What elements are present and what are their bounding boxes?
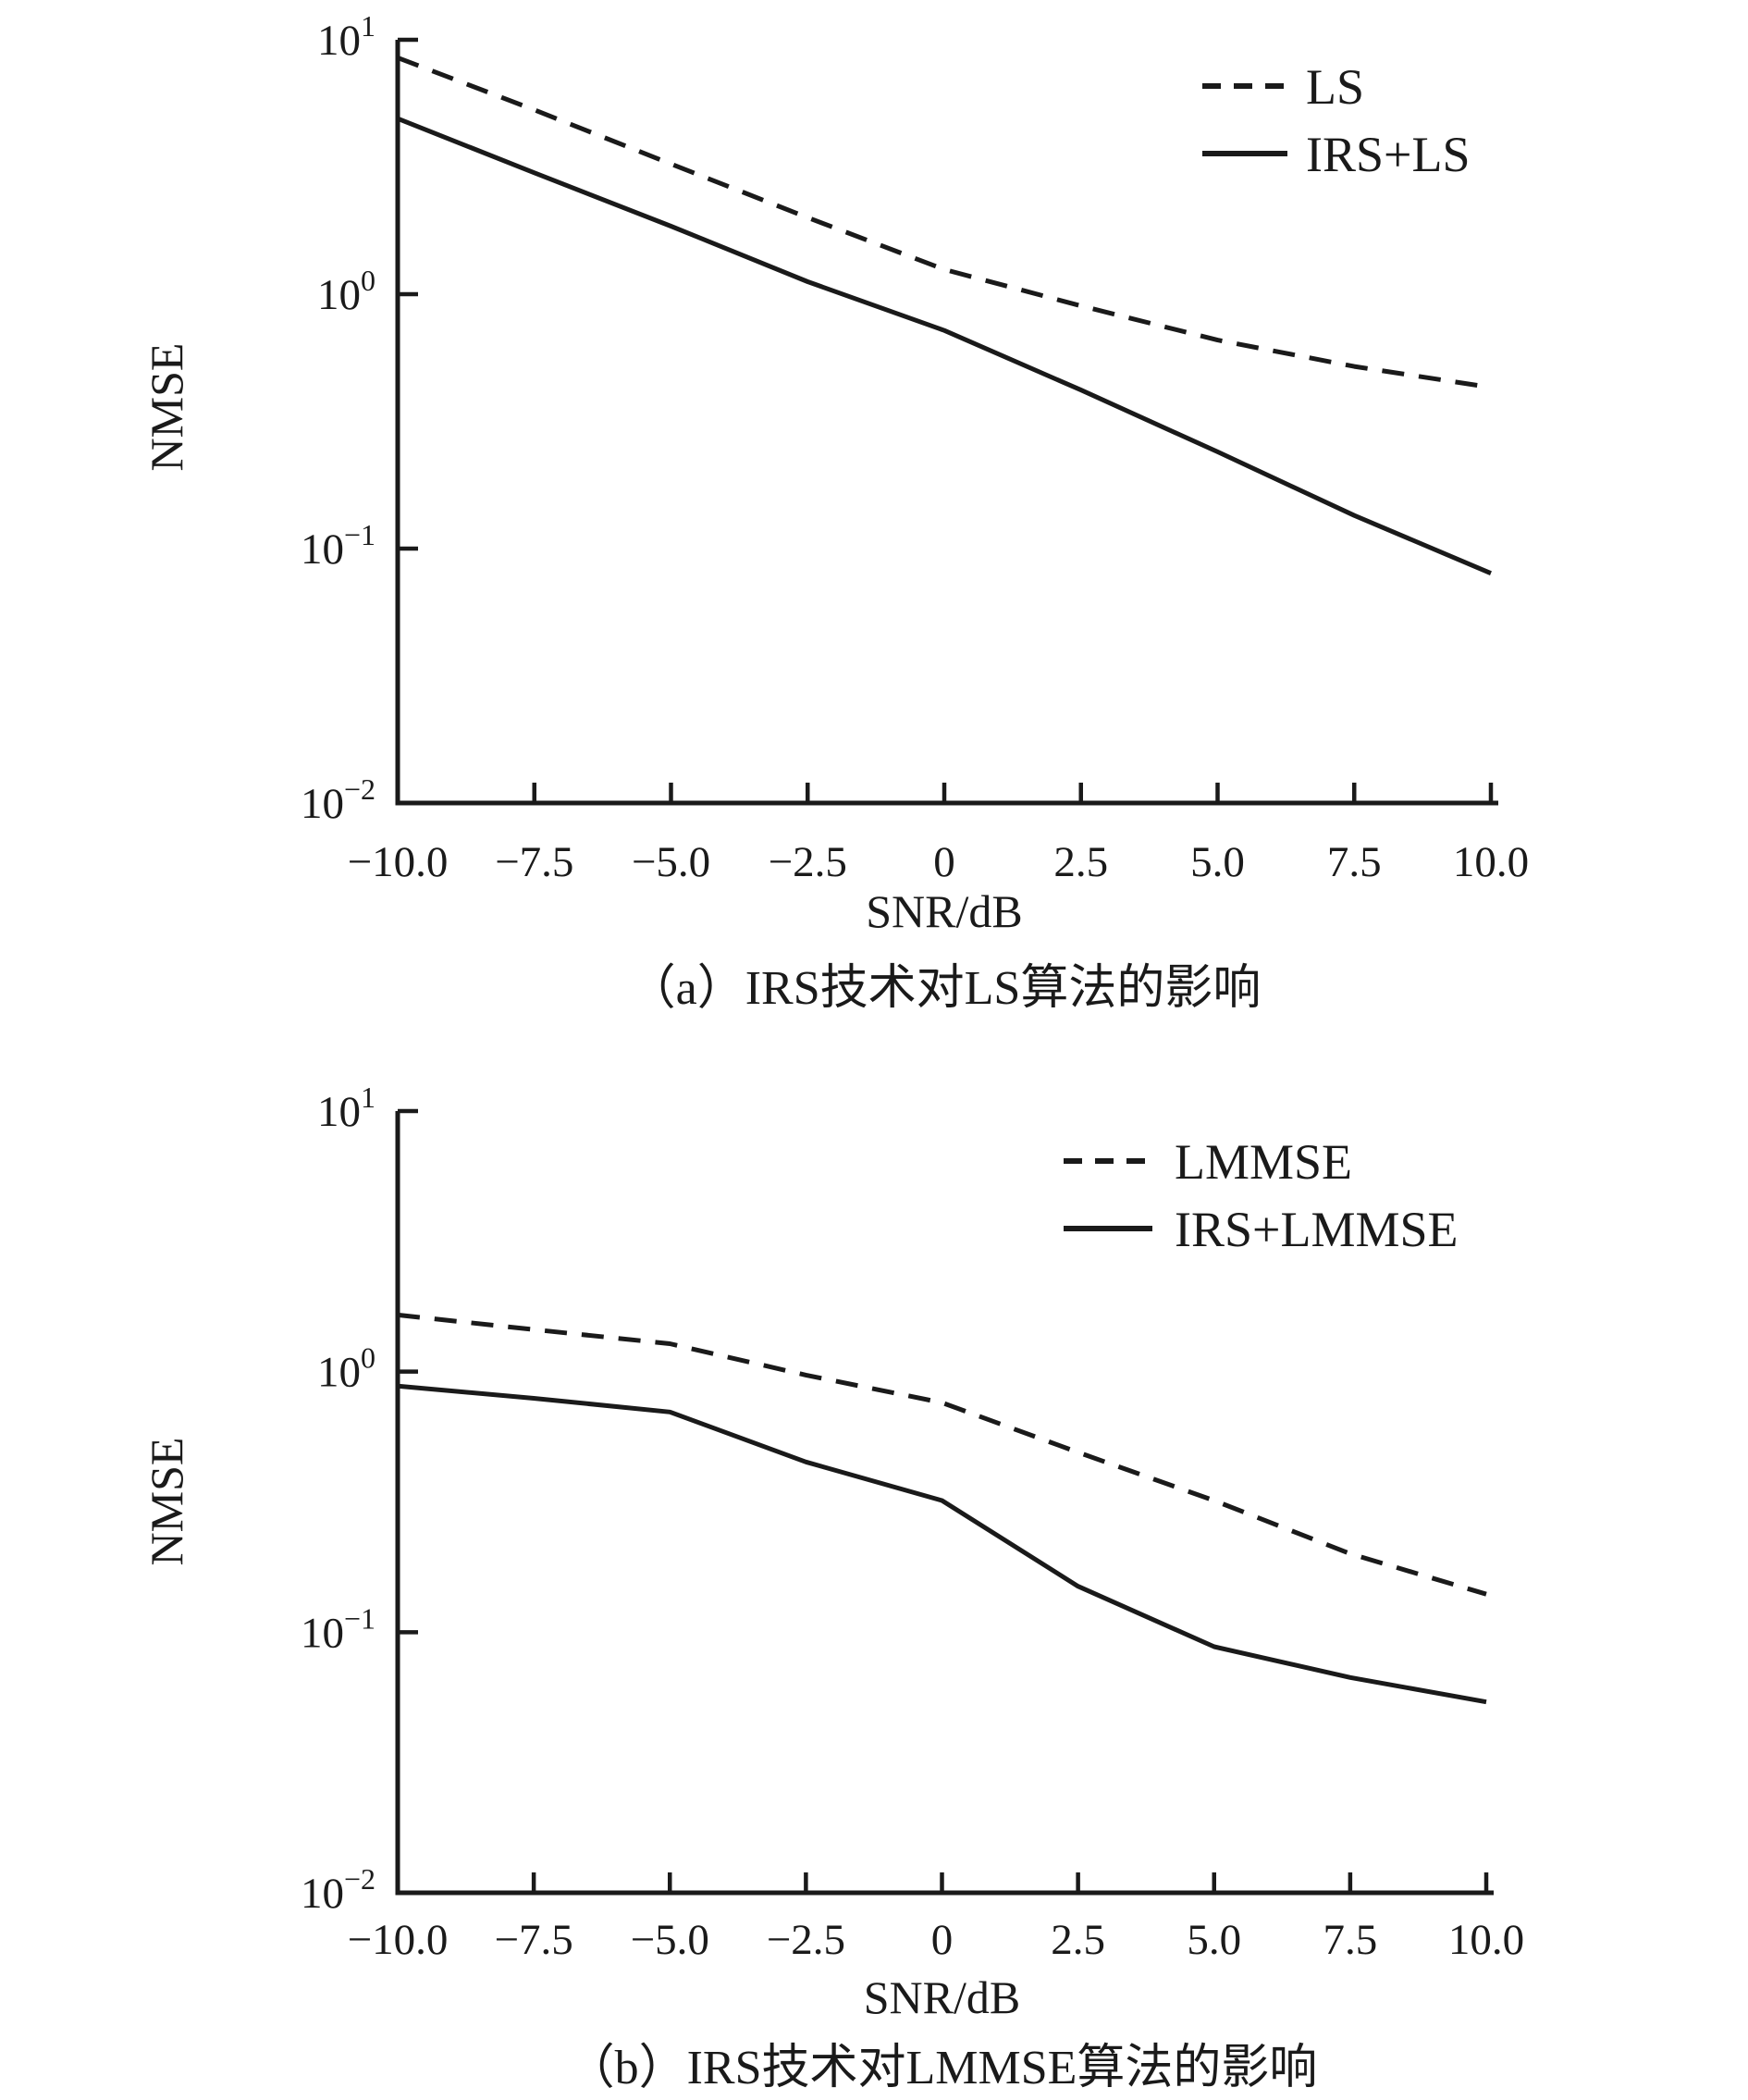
x-tick-label: 0 <box>931 1916 954 1964</box>
y-tick-base: 10 <box>301 1609 344 1657</box>
x-tick-label: −5.0 <box>632 838 710 886</box>
y-axis-title: NMSE <box>141 343 192 472</box>
chart-a: −10.0 −7.5 −5.0 −2.5 0 2.5 5.0 7.5 10.010110010−… <box>141 9 1529 1015</box>
y-tick-base: 10 <box>301 1870 344 1918</box>
y-tick-label: 100 <box>317 1341 375 1397</box>
x-tick-label: 7.5 <box>1323 1916 1378 1964</box>
y-tick-exponent: 0 <box>361 1341 375 1375</box>
y-tick-label: 10−2 <box>301 772 375 828</box>
x-axis-title: SNR/dB <box>866 885 1023 937</box>
y-tick-base: 10 <box>317 1349 361 1397</box>
y-tick-exponent: −2 <box>344 1862 375 1896</box>
figure-caption: （a）IRS技术对LS算法的影响 <box>628 962 1262 1015</box>
y-tick-label: 10−1 <box>301 1601 375 1657</box>
y-tick-exponent: −1 <box>344 1601 375 1635</box>
y-tick-base: 10 <box>301 525 344 574</box>
y-tick-base: 10 <box>317 17 361 65</box>
y-tick-label: 100 <box>317 264 375 319</box>
y-tick-base: 10 <box>301 780 344 828</box>
x-tick-label: −10.0 <box>348 838 449 886</box>
x-tick-label: 7.5 <box>1327 838 1382 886</box>
line-ls <box>397 56 1492 390</box>
x-tick-label: −7.5 <box>495 838 573 886</box>
y-tick-base: 10 <box>317 1088 361 1136</box>
y-tick-label: 101 <box>317 9 375 65</box>
x-tick-label: 10.0 <box>1448 1916 1524 1964</box>
x-tick-label: 5.0 <box>1187 1916 1241 1964</box>
legend-label: LMMSE <box>1175 1134 1352 1190</box>
y-tick-exponent: −1 <box>344 518 375 551</box>
line-irs-ls <box>397 116 1492 576</box>
y-axis-title: NMSE <box>141 1438 192 1566</box>
x-tick-label: −7.5 <box>494 1916 572 1964</box>
x-tick-label: −10.0 <box>348 1916 449 1964</box>
chart-b: −10.0 −7.5 −5.0 −2.5 0 2.5 5.0 7.5 10.010110010−… <box>141 1081 1524 2094</box>
x-tick-label: 5.0 <box>1190 838 1245 886</box>
line-lmmse <box>397 1312 1487 1597</box>
legend-label: LS <box>1306 59 1364 115</box>
y-tick-exponent: −2 <box>344 772 375 806</box>
line-irs-lmmse <box>397 1383 1487 1705</box>
x-tick-label: 0 <box>933 838 955 886</box>
x-tick-label: −5.0 <box>631 1916 709 1964</box>
figure-caption: （b）IRS技术对LMMSE算法的影响 <box>567 2042 1318 2094</box>
x-tick-label: −2.5 <box>769 838 847 886</box>
y-tick-exponent: 0 <box>361 264 375 297</box>
y-tick-label: 101 <box>317 1081 375 1136</box>
legend-label: IRS+LMMSE <box>1175 1202 1459 1257</box>
x-tick-label: 2.5 <box>1051 1916 1105 1964</box>
y-tick-label: 10−1 <box>301 518 375 574</box>
legend-label: IRS+LS <box>1306 127 1471 182</box>
y-tick-exponent: 1 <box>361 1081 375 1114</box>
x-tick-label: 10.0 <box>1453 838 1529 886</box>
y-tick-label: 10−2 <box>301 1862 375 1918</box>
x-tick-label: −2.5 <box>767 1916 845 1964</box>
x-axis-title: SNR/dB <box>864 1971 1021 2023</box>
y-tick-base: 10 <box>317 271 361 319</box>
x-tick-label: 2.5 <box>1053 838 1108 886</box>
y-tick-exponent: 1 <box>361 9 375 43</box>
